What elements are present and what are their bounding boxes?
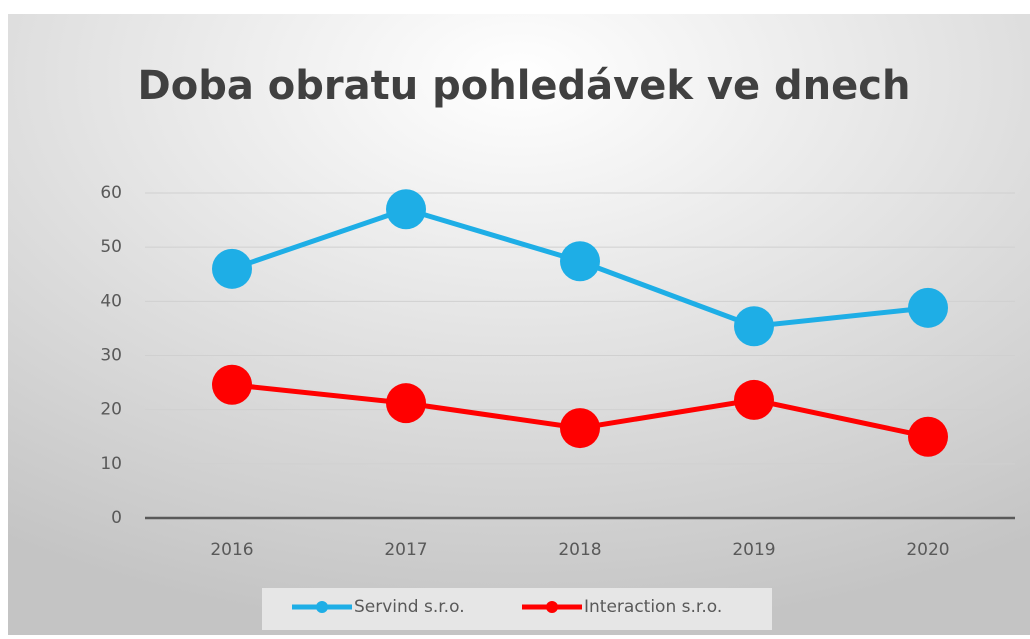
y-tick-label: 50: [100, 237, 122, 257]
legend-label: Interaction s.r.o.: [584, 597, 722, 617]
y-tick-label: 20: [100, 400, 122, 420]
chart-background: [8, 14, 1030, 635]
legend-marker: [316, 601, 328, 613]
data-point: [212, 248, 252, 289]
data-point: [212, 364, 252, 405]
chart-title: Doba obratu pohledávek ve dnech: [138, 63, 911, 109]
x-tick-label: 2020: [906, 540, 949, 560]
data-point: [560, 241, 600, 282]
y-tick-label: 10: [100, 454, 122, 474]
y-tick-label: 0: [111, 508, 122, 528]
x-tick-label: 2018: [558, 540, 601, 560]
data-point: [908, 416, 948, 457]
y-tick-label: 40: [100, 291, 122, 311]
data-point: [908, 287, 948, 328]
x-tick-label: 2016: [210, 540, 253, 560]
data-point: [734, 379, 774, 420]
y-tick-label: 60: [100, 183, 122, 203]
x-tick-label: 2017: [384, 540, 427, 560]
data-point: [734, 306, 774, 347]
data-point: [560, 408, 600, 449]
legend-label: Servind s.r.o.: [354, 597, 465, 617]
data-point: [386, 189, 426, 230]
x-tick-label: 2019: [732, 540, 775, 560]
data-point: [386, 383, 426, 424]
y-tick-label: 30: [100, 346, 122, 366]
legend-marker: [546, 601, 558, 613]
